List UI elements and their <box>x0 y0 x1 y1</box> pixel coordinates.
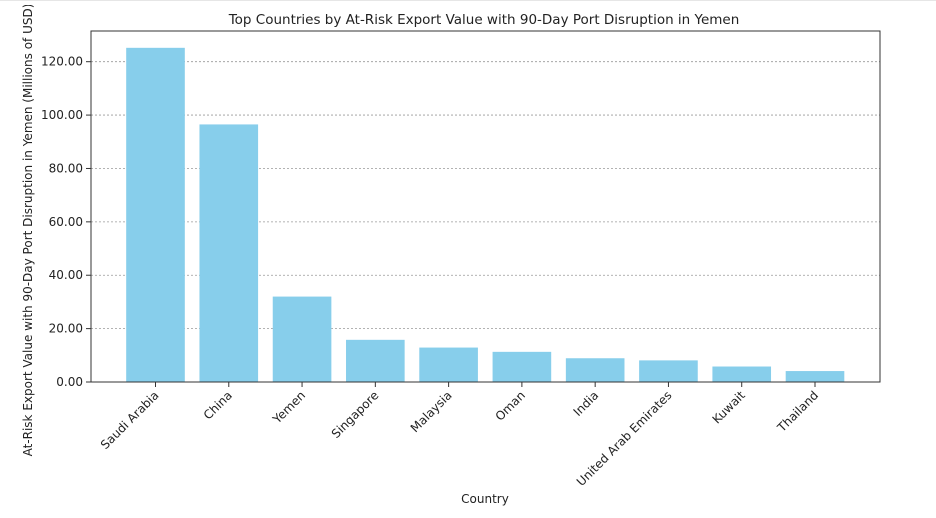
x-tick-label: Malaysia <box>408 388 455 435</box>
x-tick-label: Thailand <box>774 388 821 435</box>
x-tick-label: China <box>201 388 235 422</box>
y-tick-label: 100.00 <box>41 108 83 122</box>
y-axis-ticks: 0.00 20.00 40.00 60.00 80.00 100.00 120.00 <box>41 55 91 389</box>
x-tick-label: Yemen <box>269 388 308 427</box>
y-tick-label: 80.00 <box>49 161 83 175</box>
y-axis-label: At-Risk Export Value with 90-Day Port Di… <box>21 4 35 457</box>
bar <box>199 124 259 382</box>
y-tick-label: 60.00 <box>49 215 83 229</box>
plot-frame <box>90 30 881 383</box>
x-tick-label: India <box>571 388 602 419</box>
bar <box>346 339 405 382</box>
bar <box>126 47 185 382</box>
bar <box>565 358 625 382</box>
y-tick-label: 20.00 <box>49 322 83 336</box>
x-tick-label: Singapore <box>329 388 382 441</box>
x-axis-ticks: Saudi Arabia China Yemen Singapore Malaysia O… <box>98 382 821 489</box>
y-tick-label: 40.00 <box>49 268 83 282</box>
bar <box>639 360 698 382</box>
chart-title: Top Countries by At-Risk Export Value wi… <box>228 12 740 28</box>
grid-lines <box>91 61 880 330</box>
bar <box>272 296 332 382</box>
bar <box>492 351 552 382</box>
x-tick-label: Oman <box>493 388 528 423</box>
bar <box>419 347 478 382</box>
x-axis-label: Country <box>461 492 509 506</box>
bar <box>712 366 772 382</box>
y-tick-label: 0.00 <box>56 375 83 389</box>
y-tick-label: 120.00 <box>41 55 83 69</box>
top-divider <box>0 0 936 1</box>
x-tick-label: Saudi Arabia <box>98 388 162 452</box>
bar <box>785 371 845 382</box>
x-tick-label: Kuwait <box>710 388 748 426</box>
bars <box>126 47 845 382</box>
